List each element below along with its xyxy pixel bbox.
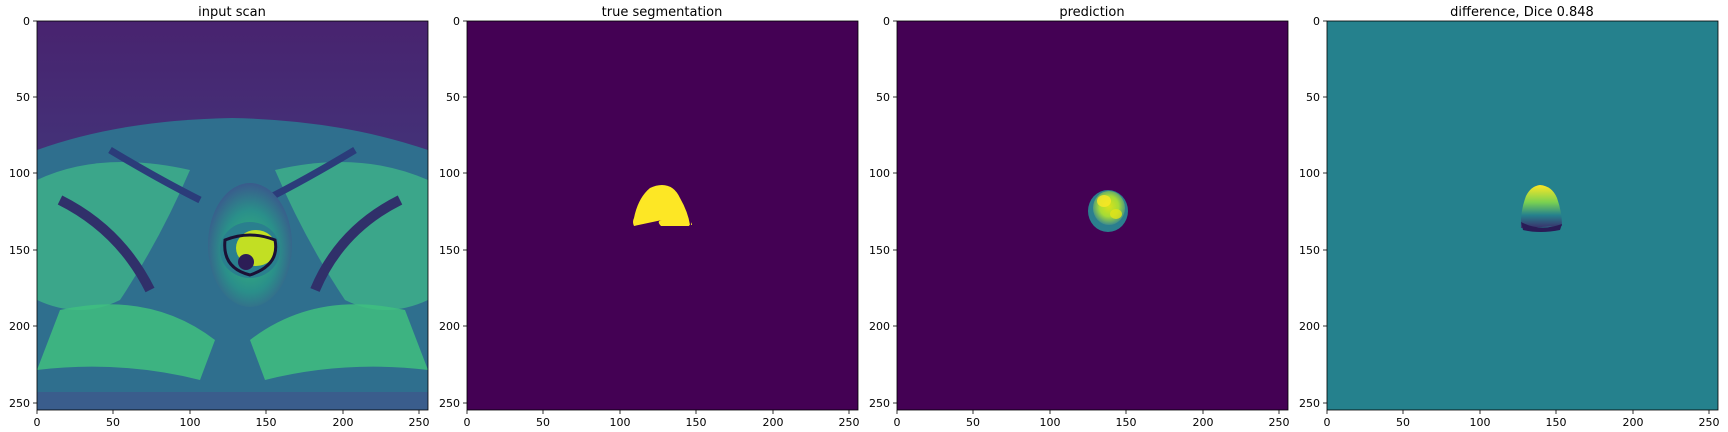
x-axis-ticks: [36, 410, 420, 414]
x-tick-label: 0: [1324, 416, 1331, 429]
y-tick-label: 200: [439, 320, 460, 333]
x-tick-label: 150: [1116, 416, 1137, 429]
y-tick-label: 0: [883, 15, 890, 28]
y-tick-label: 50: [16, 91, 30, 104]
x-tick-label: 250: [409, 416, 430, 429]
y-tick-label: 200: [9, 320, 30, 333]
difference-region: [1520, 185, 1562, 232]
segmentation-mask: [633, 185, 692, 226]
y-tick-label: 250: [9, 397, 30, 410]
x-tick-label: 250: [1269, 416, 1290, 429]
x-tick-label: 150: [256, 416, 277, 429]
panel-title: true segmentation: [602, 5, 723, 20]
x-tick-label: 150: [686, 416, 707, 429]
y-tick-label: 100: [439, 167, 460, 180]
x-tick-label: 200: [1623, 416, 1644, 429]
y-tick-label: 0: [23, 15, 30, 28]
x-tick-label: 0: [464, 416, 471, 429]
x-axis-ticks: [466, 410, 850, 414]
panel-difference: difference, Dice 0.848 0 50 100 150 200 …: [1299, 5, 1720, 429]
panel-true-segmentation: true segmentation 0 50 100 150 200 250 0…: [439, 5, 860, 429]
y-tick-label: 0: [453, 15, 460, 28]
y-tick-label: 150: [9, 244, 30, 257]
x-tick-label: 50: [106, 416, 120, 429]
y-tick-label: 100: [869, 167, 890, 180]
x-tick-label: 50: [1396, 416, 1410, 429]
y-axis-ticks: [1323, 20, 1327, 404]
x-tick-label: 100: [180, 416, 201, 429]
mri-image: [37, 21, 428, 410]
y-axis-ticks: [893, 20, 897, 404]
y-tick-label: 50: [876, 91, 890, 104]
x-tick-label: 250: [839, 416, 860, 429]
y-tick-label: 150: [439, 244, 460, 257]
x-tick-label: 100: [1470, 416, 1491, 429]
x-tick-label: 200: [1193, 416, 1214, 429]
x-tick-label: 0: [894, 416, 901, 429]
y-axis-ticks: [463, 20, 467, 404]
x-tick-label: 200: [763, 416, 784, 429]
panel-prediction: prediction 0 50 100 150 200 250 0: [869, 5, 1290, 429]
panel-title: input scan: [198, 5, 266, 20]
x-tick-label: 200: [333, 416, 354, 429]
x-tick-label: 100: [1040, 416, 1061, 429]
panel-title: difference, Dice 0.848: [1450, 5, 1594, 20]
panel-title: prediction: [1059, 5, 1124, 20]
x-tick-label: 100: [610, 416, 631, 429]
panel-input-scan: input scan: [9, 5, 430, 429]
x-tick-label: 50: [966, 416, 980, 429]
x-tick-label: 0: [34, 416, 41, 429]
y-tick-label: 200: [1299, 320, 1320, 333]
y-tick-label: 200: [869, 320, 890, 333]
x-tick-label: 50: [536, 416, 550, 429]
y-tick-label: 150: [1299, 244, 1320, 257]
y-tick-label: 0: [1313, 15, 1320, 28]
y-tick-label: 250: [1299, 397, 1320, 410]
y-axis-ticks: [33, 20, 37, 404]
y-tick-label: 150: [869, 244, 890, 257]
y-tick-label: 50: [1306, 91, 1320, 104]
x-tick-label: 250: [1699, 416, 1720, 429]
y-tick-label: 50: [446, 91, 460, 104]
y-tick-label: 100: [1299, 167, 1320, 180]
x-tick-label: 150: [1546, 416, 1567, 429]
y-tick-label: 250: [869, 397, 890, 410]
x-axis-ticks: [1326, 410, 1710, 414]
x-axis-ticks: [896, 410, 1280, 414]
prediction-mask: [1088, 190, 1128, 232]
y-tick-label: 250: [439, 397, 460, 410]
y-tick-label: 100: [9, 167, 30, 180]
